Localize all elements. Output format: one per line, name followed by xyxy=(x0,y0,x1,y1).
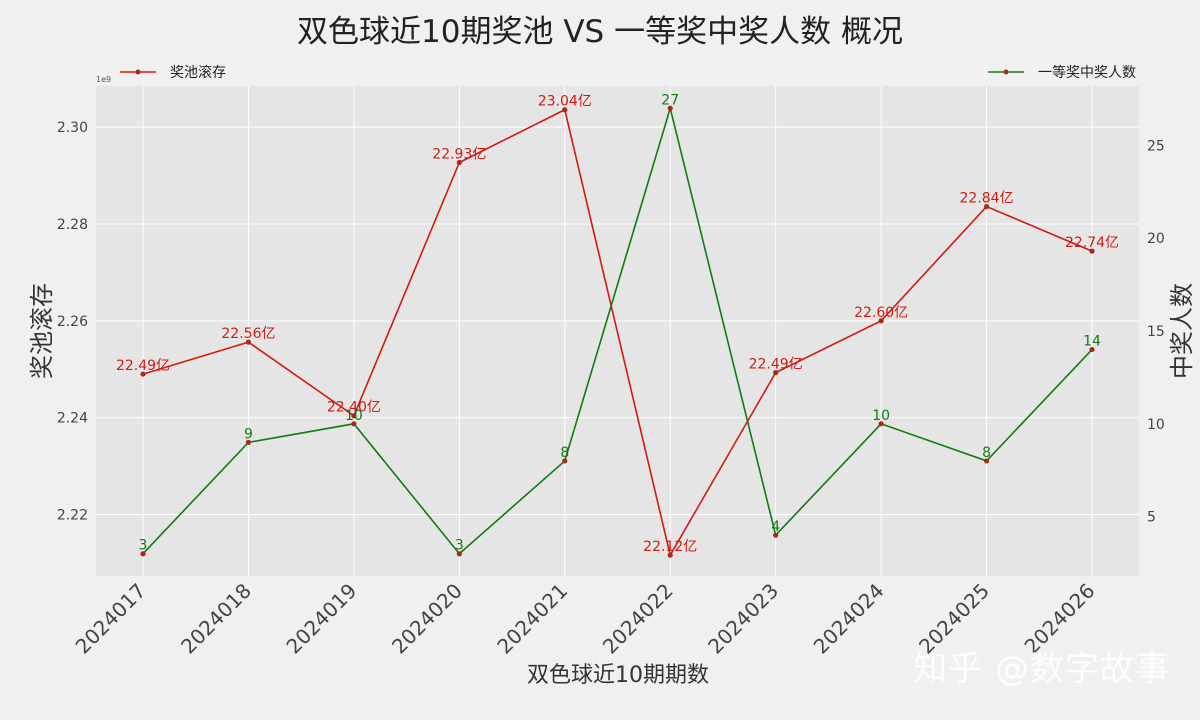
winners-point xyxy=(773,532,779,538)
right-tick-label: 20 xyxy=(1147,231,1165,247)
winners-point xyxy=(245,439,252,445)
y-axis-right-label: 中奖人数 xyxy=(1168,283,1196,379)
x-tick-label: 2024023 xyxy=(703,579,783,659)
jackpot-point xyxy=(773,370,779,376)
x-tick-label: 2024020 xyxy=(387,579,467,659)
left-tick-label: 2.28 xyxy=(57,217,88,233)
winners-series-line xyxy=(142,105,1093,555)
x-tick-label: 2024024 xyxy=(809,579,889,659)
winners-data-label: 4 xyxy=(771,519,780,535)
jackpot-data-label: 22.60亿 xyxy=(854,305,908,321)
jackpot-point xyxy=(983,203,990,210)
winners-data-label: 9 xyxy=(244,426,253,442)
jackpot-point xyxy=(245,339,252,345)
grid-lines xyxy=(96,86,1139,576)
series-layer: 22.49亿 22.56亿 22.40亿 22.93亿 23.04亿 22.12亿 22.4… xyxy=(116,92,1119,558)
legend-winners: 一等奖中奖人数 xyxy=(988,64,1136,81)
legend-jackpot: 奖池滚存 xyxy=(120,64,226,81)
jackpot-point xyxy=(562,107,568,113)
jackpot-data-label: 23.04亿 xyxy=(538,94,592,110)
x-tick-label: 2024018 xyxy=(176,579,256,659)
left-axis-multiplier: 1e9 xyxy=(96,75,111,84)
winners-data-label: 10 xyxy=(345,408,363,424)
left-tick-label: 2.30 xyxy=(57,120,88,136)
left-tick-label: 2.26 xyxy=(57,314,88,330)
left-tick-label: 2.22 xyxy=(57,508,88,524)
jackpot-data-label: 22.56亿 xyxy=(221,326,275,342)
x-axis-label: 双色球近10期期数 xyxy=(527,663,709,688)
winners-data-label: 27 xyxy=(661,92,679,108)
right-axis-ticks: 5 10 15 20 25 xyxy=(1147,138,1165,525)
jackpot-data-label: 22.49亿 xyxy=(749,357,803,373)
x-tick-label: 2024019 xyxy=(281,579,361,659)
winners-data-label: 10 xyxy=(872,408,890,424)
x-tick-label: 2024022 xyxy=(598,579,678,659)
winners-data-label: 8 xyxy=(982,445,991,461)
jackpot-series-line xyxy=(142,108,1093,558)
winners-point xyxy=(878,421,884,427)
jackpot-data-label: 22.12亿 xyxy=(643,539,697,555)
winners-data-label: 3 xyxy=(455,538,464,554)
winners-point xyxy=(667,105,673,111)
winners-point xyxy=(983,458,990,464)
left-tick-label: 2.24 xyxy=(57,411,88,427)
legend-label-winners: 一等奖中奖人数 xyxy=(1038,64,1136,81)
winners-data-label: 14 xyxy=(1083,334,1101,350)
jackpot-data-label: 22.93亿 xyxy=(432,147,486,163)
winners-point xyxy=(140,551,146,557)
right-tick-label: 5 xyxy=(1147,510,1156,526)
jackpot-data-label: 22.84亿 xyxy=(960,191,1014,207)
jackpot-point xyxy=(140,371,146,377)
winners-point xyxy=(456,551,462,557)
winners-data-label: 8 xyxy=(560,445,569,461)
winners-data-label: 3 xyxy=(139,538,148,554)
winners-point xyxy=(351,421,357,427)
winners-point xyxy=(562,458,568,464)
jackpot-point xyxy=(878,318,884,324)
jackpot-point xyxy=(667,552,673,558)
y-axis-left-label: 奖池滚存 xyxy=(28,283,56,379)
legend-label-jackpot: 奖池滚存 xyxy=(170,64,226,81)
jackpot-point xyxy=(1089,248,1095,254)
left-axis-ticks: 2.22 2.24 2.26 2.28 2.30 xyxy=(57,120,88,523)
x-tick-label: 2024017 xyxy=(71,579,151,659)
jackpot-point xyxy=(351,413,357,419)
jackpot-data-label: 22.74亿 xyxy=(1065,235,1119,251)
x-tick-label: 2024021 xyxy=(492,579,572,659)
right-tick-label: 15 xyxy=(1147,324,1165,340)
winners-point xyxy=(1089,346,1095,353)
jackpot-data-label: 22.40亿 xyxy=(327,400,381,416)
right-tick-label: 10 xyxy=(1147,417,1165,433)
right-tick-label: 25 xyxy=(1147,138,1165,154)
watermark: 知乎 @数字故事 xyxy=(913,649,1170,689)
jackpot-point xyxy=(456,159,462,166)
jackpot-data-label: 22.49亿 xyxy=(116,358,170,374)
chart-title: 双色球近10期奖池 VS 一等奖中奖人数 概况 xyxy=(297,14,903,50)
